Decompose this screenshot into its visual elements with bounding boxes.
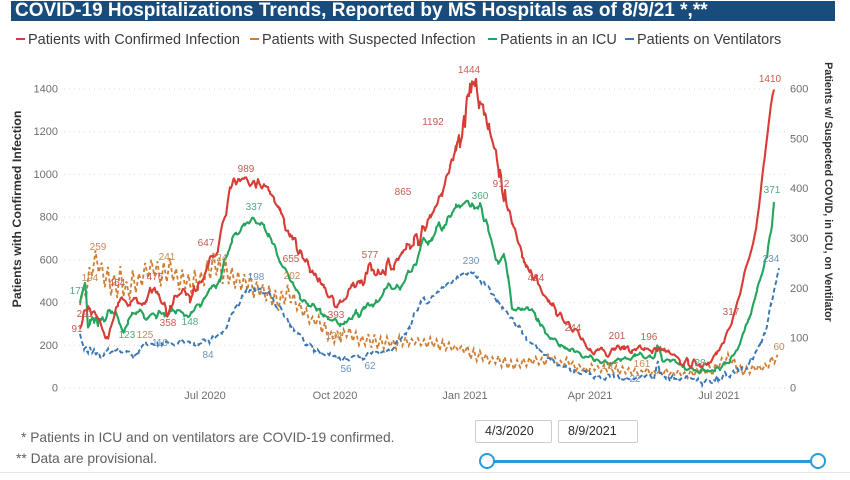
svg-text:22: 22 (629, 374, 641, 385)
svg-text:Patients with Confirmed Infect: Patients with Confirmed Infection (10, 111, 24, 308)
svg-text:200: 200 (790, 283, 808, 295)
svg-text:Oct 2020: Oct 2020 (313, 390, 358, 402)
svg-text:500: 500 (790, 133, 808, 145)
svg-text:337: 337 (246, 202, 263, 213)
svg-text:177: 177 (70, 286, 87, 297)
svg-text:1410: 1410 (759, 74, 782, 85)
svg-text:148: 148 (182, 317, 199, 328)
svg-text:360: 360 (472, 191, 489, 202)
svg-text:234: 234 (763, 254, 780, 265)
svg-text:196: 196 (641, 332, 658, 343)
svg-text:291: 291 (77, 309, 94, 320)
svg-text:Apr 2021: Apr 2021 (568, 390, 613, 402)
svg-text:110: 110 (152, 338, 168, 349)
svg-text:655: 655 (283, 254, 300, 265)
svg-text:198: 198 (248, 272, 265, 283)
svg-text:161: 161 (634, 359, 651, 370)
svg-text:202: 202 (284, 271, 301, 282)
svg-text:484: 484 (528, 273, 545, 284)
svg-text:647: 647 (198, 238, 215, 249)
svg-text:400: 400 (790, 183, 808, 195)
svg-text:1000: 1000 (34, 169, 58, 181)
svg-text:259: 259 (90, 242, 107, 253)
svg-text:454: 454 (109, 278, 126, 289)
svg-text:476: 476 (147, 272, 164, 283)
svg-text:371: 371 (764, 185, 781, 196)
svg-text:Patients w/ Suspected COVID, i: Patients w/ Suspected COVID, in ICU, on … (822, 62, 834, 323)
svg-text:84: 84 (202, 350, 214, 361)
svg-text:194: 194 (82, 273, 99, 284)
svg-text:91: 91 (71, 324, 83, 335)
svg-text:300: 300 (790, 233, 808, 245)
svg-text:56: 56 (340, 364, 352, 375)
svg-text:241: 241 (159, 252, 176, 263)
svg-text:912: 912 (493, 179, 510, 190)
svg-text:60: 60 (773, 342, 785, 353)
svg-text:62: 62 (364, 361, 376, 372)
svg-text:577: 577 (362, 250, 379, 261)
svg-text:Jul 2020: Jul 2020 (184, 390, 226, 402)
svg-text:230: 230 (463, 256, 480, 267)
svg-text:600: 600 (40, 254, 58, 266)
svg-text:244: 244 (565, 323, 582, 334)
svg-text:317: 317 (723, 307, 740, 318)
svg-text:1200: 1200 (34, 126, 58, 138)
svg-text:124: 124 (326, 331, 343, 342)
svg-text:1192: 1192 (422, 117, 444, 128)
svg-text:200: 200 (40, 340, 58, 352)
svg-text:358: 358 (160, 318, 177, 329)
svg-text:Jul 2021: Jul 2021 (698, 390, 740, 402)
svg-text:1400: 1400 (34, 84, 58, 96)
svg-text:201: 201 (609, 331, 626, 342)
svg-text:0: 0 (790, 383, 796, 395)
svg-text:1444: 1444 (458, 65, 481, 76)
svg-text:125: 125 (137, 330, 154, 341)
svg-text:600: 600 (790, 84, 808, 96)
svg-text:157: 157 (602, 361, 619, 372)
svg-text:0: 0 (52, 383, 58, 395)
svg-text:100: 100 (790, 333, 808, 345)
svg-text:989: 989 (238, 164, 255, 175)
svg-text:393: 393 (328, 310, 345, 321)
svg-text:Jan 2021: Jan 2021 (442, 390, 487, 402)
svg-text:800: 800 (40, 212, 58, 224)
svg-text:28: 28 (694, 358, 706, 369)
svg-text:400: 400 (40, 297, 58, 309)
svg-text:123: 123 (119, 330, 136, 341)
svg-text:224: 224 (211, 253, 228, 264)
svg-text:865: 865 (395, 187, 412, 198)
